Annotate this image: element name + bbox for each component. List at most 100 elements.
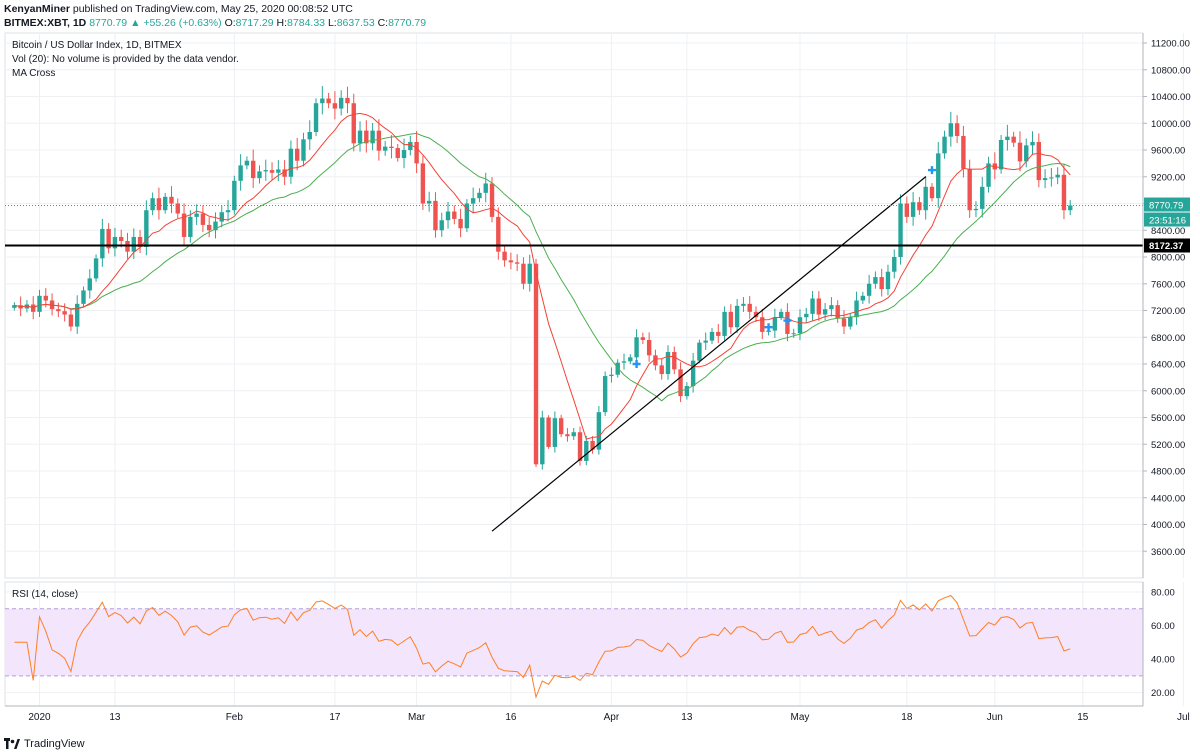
candle-body	[923, 186, 928, 211]
open-value: 8717.29	[235, 17, 274, 29]
rsi-tick-label: 60.00	[1151, 621, 1175, 632]
candle-body	[973, 208, 979, 211]
rsi-tick-label: 40.00	[1151, 655, 1175, 666]
price-tick-label: 9200.00	[1151, 172, 1185, 183]
candle-body	[709, 331, 715, 341]
candle-body	[75, 303, 80, 327]
candle-body	[232, 180, 237, 211]
candle-body	[395, 148, 400, 159]
price-tick-label: 7200.00	[1151, 306, 1185, 317]
time-tick-label: 13	[109, 712, 121, 723]
close-label: C:	[377, 17, 389, 29]
candle-body	[684, 386, 690, 397]
candle-body	[106, 228, 111, 249]
candle-body	[206, 224, 212, 231]
close-value: 8770.79	[388, 17, 427, 29]
candle-body	[100, 228, 105, 259]
price-tick-label: 10400.00	[1151, 92, 1191, 103]
candle-body	[741, 303, 746, 306]
candle-body	[489, 183, 495, 217]
candle-body	[747, 303, 752, 312]
price-tick-label: 6000.00	[1151, 386, 1185, 397]
price-tick-label: 7600.00	[1151, 279, 1185, 290]
candle-body	[1068, 205, 1073, 211]
candle-body	[584, 440, 589, 461]
candle-body	[351, 103, 356, 144]
candle-body	[401, 150, 407, 159]
candle-body	[640, 337, 646, 340]
candle-body	[181, 213, 187, 237]
candle-body	[370, 130, 375, 144]
candle-body	[112, 236, 118, 249]
ma-cross-marker	[764, 323, 773, 332]
rsi-axis[interactable]: 20.00 40.00 60.00 80.00	[1142, 582, 1175, 706]
candle-body	[678, 369, 683, 397]
candle-body	[646, 339, 652, 356]
author-name[interactable]: KenyanMiner	[4, 3, 70, 15]
support-tag-label: 8172.37	[1149, 241, 1183, 252]
candle-body	[326, 98, 331, 104]
candle-body	[263, 170, 268, 172]
candle-body	[357, 130, 363, 144]
countdown-tag	[1144, 212, 1190, 227]
candle-body	[1061, 174, 1067, 211]
time-tick-label: 15	[1077, 712, 1089, 723]
candle-body	[527, 263, 532, 284]
trendline[interactable]	[491, 176, 927, 532]
support-tag	[1144, 238, 1190, 253]
candle-body	[188, 216, 193, 237]
candle-body	[992, 163, 998, 170]
tradingview-brand[interactable]: TradingView	[24, 738, 85, 750]
rsi-band	[5, 608, 1143, 676]
last-price: 8770.79	[89, 17, 128, 29]
candle-body	[967, 168, 972, 211]
candle-body	[621, 361, 627, 363]
candle-body	[609, 374, 614, 377]
ma-cross-markers	[632, 166, 936, 369]
price-tick-label: 8400.00	[1151, 226, 1185, 237]
grid	[5, 33, 1184, 706]
candle-body	[628, 357, 633, 362]
candle-body	[313, 103, 319, 132]
main-pane[interactable]	[4, 32, 1144, 579]
candle-body	[219, 212, 224, 222]
candle-body	[804, 313, 809, 318]
volume-note: Vol (20): No volume is provided by the d…	[12, 54, 239, 65]
candle-body	[37, 295, 42, 312]
price-tick-label: 3600.00	[1151, 547, 1185, 558]
candle-body	[62, 311, 67, 315]
rsi-tick-label: 20.00	[1151, 688, 1175, 699]
candle-body	[558, 418, 564, 435]
candle-body	[866, 283, 872, 296]
candle-body	[288, 148, 294, 177]
candle-body	[502, 251, 507, 261]
candle-body	[163, 196, 168, 211]
candle-body	[464, 203, 470, 229]
time-tick-label: 17	[329, 712, 341, 723]
candle-body	[81, 290, 86, 304]
price-axis[interactable]: 3600.00 4000.00 4400.00 4800.00 5200.00 5600.…	[1142, 33, 1191, 578]
candle-body	[954, 123, 960, 136]
candle-body	[936, 153, 941, 199]
candle-body	[772, 317, 778, 331]
candle-body	[364, 130, 369, 144]
time-tick-label: Jul	[1177, 712, 1190, 723]
candle-body	[1011, 136, 1016, 143]
candle-body	[414, 142, 419, 164]
candle-body	[571, 432, 576, 437]
candle-body	[665, 351, 671, 375]
candle-body	[194, 213, 199, 217]
candle-body	[320, 98, 325, 104]
publish-info: KenyanMiner published on TradingView.com…	[4, 3, 353, 15]
price-chart[interactable]: 3600.00 4000.00 4400.00 4800.00 5200.00 5600.…	[0, 0, 1200, 733]
time-tick-label: Apr	[604, 712, 620, 723]
candle-body	[860, 295, 866, 301]
time-axis[interactable]: 2020 13 Feb 17 Mar 16 Apr 13 May 18 Jun 15 Jul	[5, 705, 1190, 723]
chart-title: Bitcoin / US Dollar Index, 1D, BITMEX	[12, 40, 182, 51]
candle-body	[338, 97, 344, 109]
candle-body	[885, 271, 891, 290]
candle-body	[389, 146, 394, 149]
candle-body	[1036, 142, 1042, 181]
price-tick-label: 11200.00	[1151, 39, 1190, 50]
candle-body	[470, 198, 476, 204]
